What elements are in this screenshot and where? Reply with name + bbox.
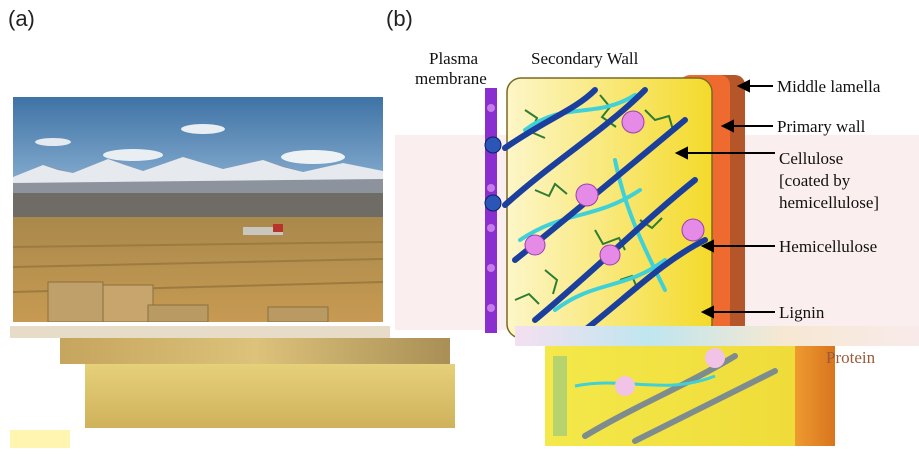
distortion-band [795, 346, 835, 446]
label-cellulose-2: [coated by [779, 171, 851, 190]
leader-lines [674, 79, 775, 319]
label-lignin: Lignin [779, 303, 825, 322]
label-middle-lamella: Middle lamella [777, 77, 881, 96]
distortion-band [60, 338, 450, 364]
distortion-band [10, 326, 390, 338]
label-secondary-wall: Secondary Wall [531, 49, 639, 68]
label-plasma-2: membrane [415, 69, 487, 88]
label-plasma-1: Plasma [429, 49, 479, 68]
distortion-band [85, 364, 455, 428]
distortion-band [515, 326, 919, 346]
label-hemicellulose: Hemicellulose [779, 237, 877, 256]
label-primary-wall: Primary wall [777, 117, 866, 136]
distortion-band [10, 430, 70, 448]
panel-label-b: (b) [386, 6, 413, 31]
cell-wall-diagram: Plasma membrane Secondary Wall Middle la… [395, 40, 919, 452]
label-protein: Protein [826, 348, 876, 367]
distortion-band [545, 346, 795, 446]
label-cellulose-3: hemicellulose] [779, 193, 879, 212]
field-photo [13, 97, 383, 322]
panel-label-a: (a) [8, 6, 35, 31]
label-cellulose-1: Cellulose [779, 149, 843, 168]
protein-clusters [524, 110, 705, 266]
